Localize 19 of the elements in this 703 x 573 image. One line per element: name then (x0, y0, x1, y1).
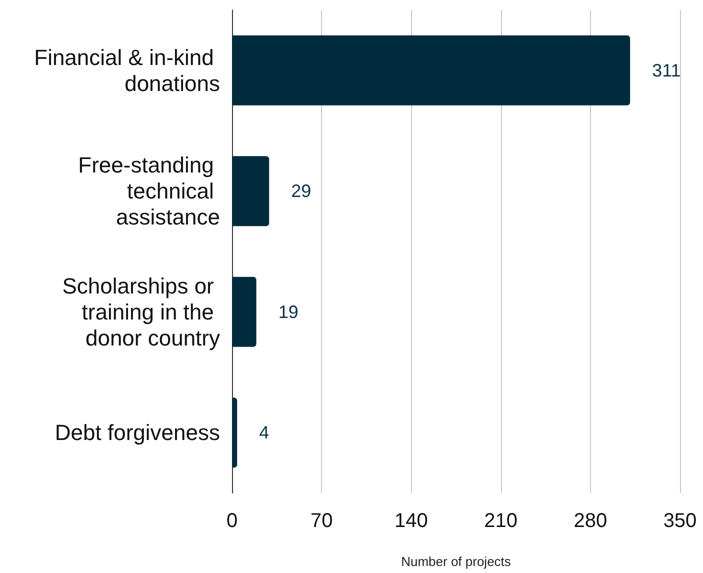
x-tick-label: 350 (663, 510, 697, 532)
x-tick-label: 70 (310, 510, 333, 532)
data-label: 311 (652, 60, 681, 80)
y-tick-label: Financial & in-kind donations (34, 44, 220, 96)
x-tick-label: 140 (394, 510, 428, 532)
x-tick-label: 0 (226, 510, 238, 532)
y-tick-label: Free-standing technical assistance (78, 152, 220, 230)
y-tick-label: Scholarships or training in the donor country (62, 273, 220, 350)
x-tick-label: 280 (574, 510, 608, 532)
bar (232, 276, 256, 347)
data-label: 4 (259, 422, 270, 443)
data-label: 19 (278, 302, 298, 322)
bar (232, 398, 238, 468)
x-axis-title: Number of projects (401, 554, 512, 569)
data-label: 29 (291, 181, 312, 202)
y-tick-label: Debt forgiveness (54, 420, 220, 446)
bar (232, 156, 270, 226)
x-tick-label: 210 (484, 510, 518, 532)
bar (232, 35, 630, 106)
